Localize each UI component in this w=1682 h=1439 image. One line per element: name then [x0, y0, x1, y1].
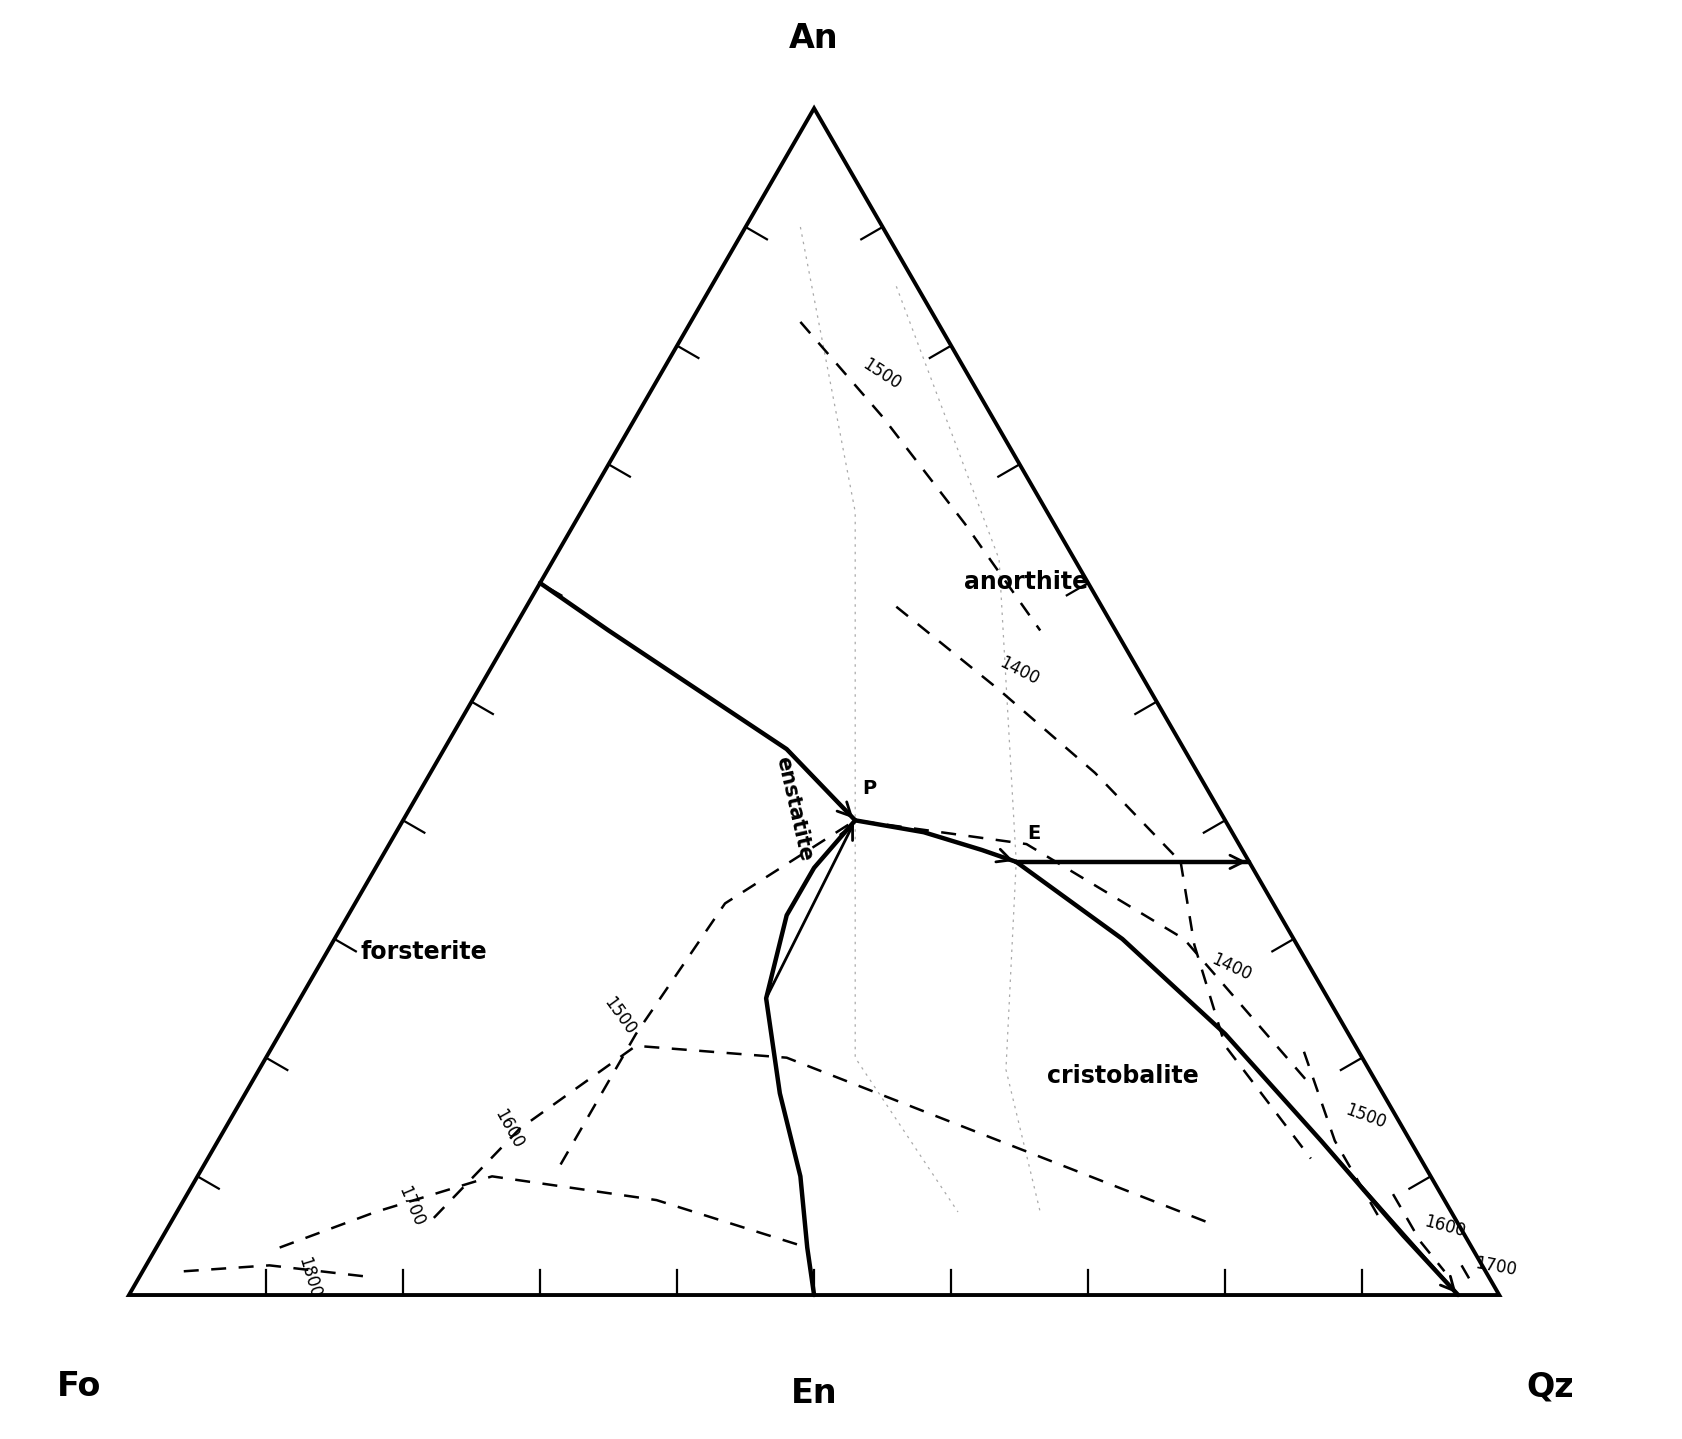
Text: Fo: Fo	[57, 1370, 101, 1403]
Text: 1400: 1400	[996, 653, 1041, 689]
Text: 1700: 1700	[1472, 1255, 1517, 1279]
Text: 1700: 1700	[394, 1183, 427, 1229]
Text: Qz: Qz	[1526, 1370, 1573, 1403]
Text: 1800: 1800	[294, 1255, 325, 1299]
Text: P: P	[861, 780, 876, 799]
Text: 1600: 1600	[489, 1107, 526, 1151]
Text: 1500: 1500	[600, 994, 639, 1039]
Text: anorthite: anorthite	[964, 570, 1088, 594]
Text: 1400: 1400	[1208, 951, 1253, 984]
Text: cristobalite: cristobalite	[1046, 1063, 1198, 1088]
Text: 1500: 1500	[860, 355, 903, 393]
Text: E: E	[1026, 823, 1039, 843]
Text: 1600: 1600	[1421, 1212, 1467, 1240]
Text: 1500: 1500	[1342, 1101, 1388, 1131]
Text: An: An	[789, 22, 838, 55]
Text: enstatite: enstatite	[772, 754, 814, 863]
Text: En: En	[791, 1377, 838, 1410]
Text: forsterite: forsterite	[360, 941, 486, 964]
